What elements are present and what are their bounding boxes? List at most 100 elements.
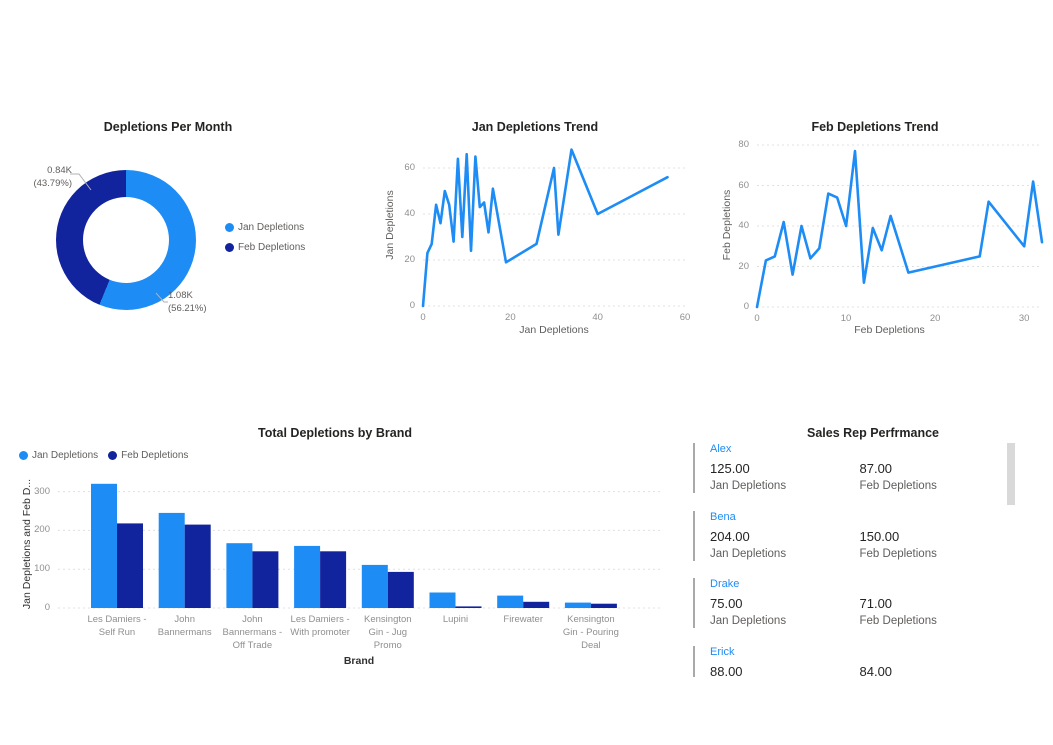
jan-legend-bullet-icon <box>19 451 28 460</box>
feb-depletions-trend-line[interactable] <box>755 149 1044 309</box>
rep-jan-value: 125.00 <box>710 461 750 476</box>
rep-card-bena[interactable]: Bena 204.00 Jan Depletions 150.00 Feb Deplet… <box>693 510 1009 561</box>
legend-label: Jan Depletions <box>32 450 99 461</box>
y-tick-label: 40 <box>738 220 749 231</box>
feb-trend-title: Feb Depletions Trend <box>811 120 939 134</box>
bar-jan-3[interactable] <box>226 543 253 608</box>
bar-jan-8[interactable] <box>564 602 591 608</box>
rep-card-alex[interactable]: Alex 125.00 Jan Depletions 87.00 Feb Depleti… <box>693 443 1009 493</box>
bar-jan-1[interactable] <box>91 483 117 608</box>
x-tick-label: 10 <box>840 313 852 324</box>
feb-legend-bullet-icon <box>108 451 118 460</box>
rep-feb-label: Feb Depletions <box>859 615 937 627</box>
rep-feb-value: 71.00 <box>859 596 893 611</box>
y-tick-label: 60 <box>404 162 415 173</box>
rep-feb-label: Feb Depletions <box>859 480 937 492</box>
bar-category-label: Firewater <box>503 614 543 625</box>
y-tick-label: 0 <box>409 300 415 311</box>
jan-trend-y-axis-title: Jan Depletions <box>384 190 396 260</box>
sales-rep-title: Sales Rep Perfrmance <box>806 426 939 440</box>
rep-feb-value: 84.00 <box>859 663 893 677</box>
callout-value: 0.84K <box>47 165 72 176</box>
x-tick-label: 0 <box>420 312 426 323</box>
bar-feb-6[interactable] <box>455 606 482 608</box>
donut-callout-jan: 1.08K (56.21%) <box>168 289 228 315</box>
callout-percent: (56.21%) <box>168 303 207 314</box>
y-tick-label: 60 <box>738 179 749 191</box>
donut-ring[interactable] <box>56 170 196 310</box>
bar-jan-5[interactable] <box>361 564 388 608</box>
jan-depletions-trend-line[interactable] <box>421 148 669 308</box>
x-tick-label: 20 <box>929 313 941 324</box>
feb-trend-plot[interactable] <box>755 144 1044 309</box>
bar-feb-7[interactable] <box>523 601 550 608</box>
legend-label: Jan Depletions <box>238 222 305 233</box>
donut-chart-title: Depletions Per Month <box>103 120 233 134</box>
legend-item-jan[interactable]: Jan Depletions <box>225 222 304 233</box>
bar-category-label: Les Damiers - With promoter <box>290 614 350 638</box>
bar-chart-plot[interactable] <box>58 478 660 609</box>
bar-category-label: John Bannermans <box>157 614 212 638</box>
y-tick-label: 300 <box>34 485 50 497</box>
legend-item-feb[interactable]: Feb Depletions <box>108 450 188 461</box>
y-tick-label: 80 <box>738 139 749 150</box>
rep-name: Erick <box>710 645 735 658</box>
rep-name: Bena <box>710 510 736 523</box>
x-tick-label: 0 <box>754 313 760 324</box>
sales-rep-scrollbar[interactable] <box>1007 443 1015 505</box>
legend-label: Feb Depletions <box>121 450 189 461</box>
legend-label: Feb Depletions <box>238 242 306 253</box>
rep-jan-value: 88.00 <box>710 663 743 677</box>
bar-category-label: Kensington Gin - Pouring Deal <box>562 614 619 651</box>
donut-callout-feb: 0.84K (43.79%) <box>14 164 72 190</box>
y-tick-label: 20 <box>738 260 749 272</box>
jan-trend-x-axis-title: Jan Depletions <box>519 324 589 336</box>
legend-item-feb[interactable]: Feb Depletions <box>225 242 305 253</box>
feb-legend-bullet-icon <box>225 243 234 252</box>
bar-feb-4[interactable] <box>320 551 347 608</box>
bar-jan-4[interactable] <box>294 545 321 608</box>
bar-jan-6[interactable] <box>429 592 456 609</box>
jan-trend-plot[interactable] <box>421 145 685 308</box>
jan-legend-bullet-icon <box>225 223 234 232</box>
bar-chart-title: Total Depletions by Brand <box>258 426 412 440</box>
x-tick-label: 60 <box>679 312 691 323</box>
bar-category-label: Kensington Gin - Jug Promo <box>364 614 412 651</box>
bar-jan-2[interactable] <box>158 512 185 608</box>
bar-chart-legend: Jan Depletions Feb Depletions <box>19 450 188 461</box>
bar-feb-1[interactable] <box>117 523 143 608</box>
rep-jan-value: 75.00 <box>710 596 743 611</box>
rep-feb-value: 87.00 <box>859 461 893 476</box>
bar-feb-5[interactable] <box>387 571 414 608</box>
x-tick-label: 40 <box>592 312 603 323</box>
y-tick-label: 200 <box>34 524 50 536</box>
bar-feb-2[interactable] <box>184 524 211 608</box>
y-tick-label: 40 <box>404 208 415 219</box>
bar-category-label: Lupini <box>442 614 469 625</box>
rep-jan-label: Jan Depletions <box>710 480 787 492</box>
rep-jan-label: Jan Depletions <box>710 547 787 560</box>
y-tick-label: 20 <box>404 254 415 265</box>
y-tick-label: 100 <box>34 563 50 575</box>
rep-name: Drake <box>710 578 740 590</box>
bar-feb-3[interactable] <box>252 551 279 608</box>
bar-feb-8[interactable] <box>590 603 617 608</box>
y-tick-label: 0 <box>44 602 50 613</box>
rep-feb-label: Feb Depletions <box>859 547 937 560</box>
callout-percent: (43.79%) <box>33 178 72 189</box>
y-tick-label: 0 <box>743 301 749 312</box>
rep-jan-value: 204.00 <box>710 528 750 544</box>
legend-item-jan[interactable]: Jan Depletions <box>19 450 98 461</box>
feb-trend-x-axis-title: Feb Depletions <box>854 324 925 336</box>
x-tick-label: 30 <box>1018 313 1030 324</box>
rep-name: Alex <box>710 443 732 455</box>
bar-category-label: John Bannermans - Off Trade <box>222 614 283 651</box>
x-tick-label: 20 <box>505 312 516 323</box>
rep-feb-value: 150.00 <box>859 528 900 544</box>
sales-rep-list: Alex 125.00 Jan Depletions 87.00 Feb Depleti… <box>693 443 1009 677</box>
bar-jan-7[interactable] <box>497 595 524 608</box>
rep-card-drake[interactable]: Drake 75.00 Jan Depletions 71.00 Feb Depleti… <box>693 578 1009 628</box>
bar-category-label: Les Damiers - Self Run <box>87 614 147 638</box>
